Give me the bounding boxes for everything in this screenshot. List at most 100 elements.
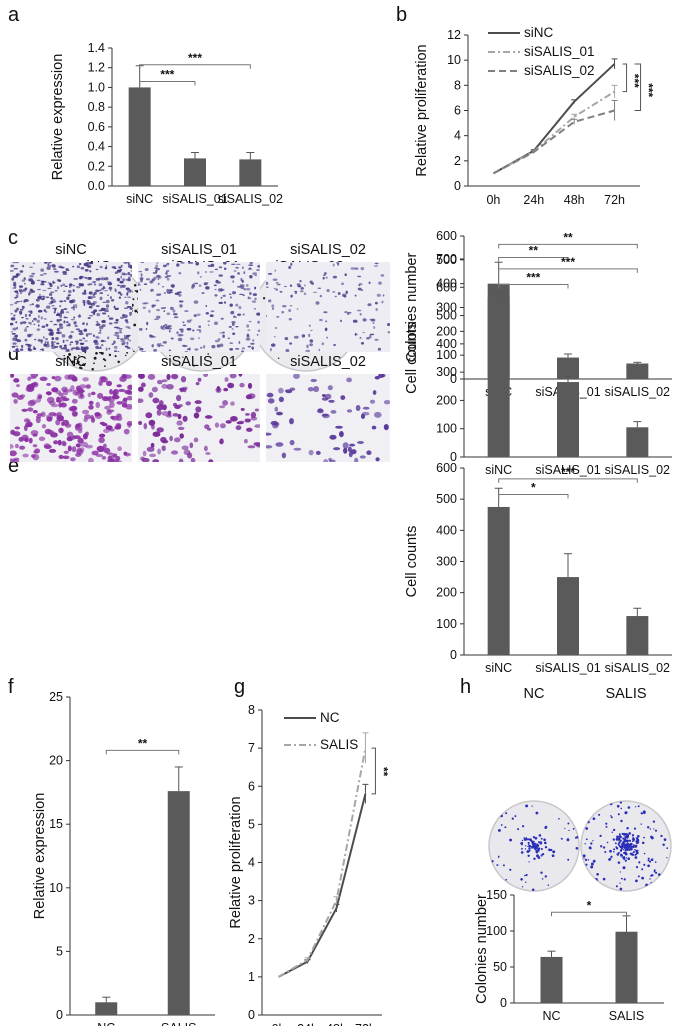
cell-dot — [38, 436, 46, 442]
cell-dot — [129, 307, 132, 310]
panel-label-a: a — [8, 4, 20, 26]
cell-dot — [59, 318, 62, 322]
cell-dot — [368, 334, 372, 339]
chart-g-proliferation: 0 1 2 3 4 5 6 7 8 0h 24h 48h 72h Relative proliferati… — [228, 703, 390, 1026]
cell-dot — [73, 321, 77, 325]
cell-dot — [123, 314, 128, 318]
cell-dot — [99, 375, 106, 381]
cell-dot — [30, 429, 39, 436]
cell-dot — [381, 300, 384, 304]
cell-dot — [99, 296, 103, 301]
colony-dot — [643, 836, 645, 839]
colony-dot — [262, 297, 266, 300]
cell-dot — [125, 404, 132, 410]
y-tick-label: 1.2 — [88, 61, 105, 75]
cell-dot — [62, 283, 66, 287]
cell-dot — [323, 311, 328, 314]
colony-dot — [521, 886, 524, 888]
cell-dot — [37, 324, 40, 327]
colony-dot — [585, 863, 588, 866]
cell-dot — [116, 337, 120, 339]
cell-dot — [359, 455, 366, 459]
y-tick-label: 0 — [500, 996, 507, 1010]
cell-dot — [281, 452, 287, 459]
cell-dot — [278, 396, 284, 403]
cell-dot — [127, 277, 131, 282]
colony-dot — [617, 861, 621, 864]
cell-dot — [296, 308, 299, 310]
image-caption-e-sisalis-02: siSALIS_02 — [290, 354, 366, 370]
cell-dot — [16, 350, 20, 352]
y-tick-label: 0 — [450, 372, 457, 386]
cell-dot — [81, 323, 85, 325]
colony-dot — [633, 840, 635, 842]
cell-dot — [12, 287, 17, 289]
cell-dot — [128, 312, 132, 314]
cell-dot — [217, 338, 221, 341]
cell-dot — [58, 325, 64, 330]
colony-dot — [525, 804, 529, 808]
cell-dot — [246, 287, 251, 291]
cell-dot — [10, 304, 14, 306]
cell-dot — [126, 421, 132, 427]
cell-dot — [254, 286, 257, 290]
cell-dot — [289, 305, 293, 307]
cell-dot — [192, 283, 195, 285]
cell-dot — [43, 262, 48, 264]
cell-dot — [178, 300, 184, 303]
cell-dot — [184, 310, 189, 312]
cell-dot — [103, 277, 109, 281]
colony-dot — [101, 352, 104, 355]
cell-dot — [147, 374, 156, 380]
cell-dot — [10, 444, 14, 449]
cell-dot — [83, 289, 87, 293]
cell-dot — [128, 264, 132, 268]
colony-dot — [74, 356, 77, 359]
cell-dot — [46, 416, 53, 422]
cell-dot — [245, 284, 249, 287]
cell-dot — [108, 322, 113, 325]
cell-dot — [152, 459, 160, 462]
colony-dot — [523, 837, 526, 839]
cell-dot — [65, 311, 70, 313]
cell-dot — [19, 348, 24, 352]
y-axis-label: Colonies number — [474, 894, 490, 1004]
cell-dot — [246, 427, 253, 432]
x-tick-label: siSALIS_01 — [535, 661, 600, 675]
cell-dot — [33, 346, 35, 349]
cell-dot — [182, 321, 185, 323]
significance-bracket — [634, 63, 642, 111]
cell-dot — [151, 344, 154, 348]
plate-caption-salis: SALIS — [605, 686, 646, 702]
colony-dot — [93, 362, 95, 365]
cell-dot — [257, 329, 260, 332]
cell-dot — [46, 391, 52, 396]
colony-dot — [666, 847, 669, 849]
colony-dot — [496, 864, 499, 867]
colony-dot — [544, 846, 548, 849]
cell-dot — [143, 283, 148, 286]
cell-dot — [362, 331, 365, 334]
colony-dot — [505, 878, 508, 881]
cell-dot — [143, 422, 148, 430]
cell-dot — [100, 287, 105, 291]
cell-dot — [31, 320, 34, 323]
y-tick-label: 8 — [454, 78, 461, 92]
cell-dot — [197, 271, 200, 275]
colony-dot — [611, 831, 614, 833]
cell-dot — [93, 291, 97, 295]
cell-dot — [257, 264, 260, 268]
cell-dot — [95, 335, 99, 339]
cell-dot — [59, 304, 62, 308]
cell-dot — [172, 413, 179, 417]
cell-dot — [142, 306, 146, 310]
cell-dot — [224, 377, 229, 383]
cell-dot — [42, 297, 45, 301]
cell-dot — [99, 346, 102, 349]
cell-dot — [378, 281, 382, 285]
colony-dot — [193, 365, 195, 367]
cell-dot — [59, 300, 64, 303]
colony-dot — [531, 840, 535, 844]
cell-dot — [317, 408, 324, 414]
